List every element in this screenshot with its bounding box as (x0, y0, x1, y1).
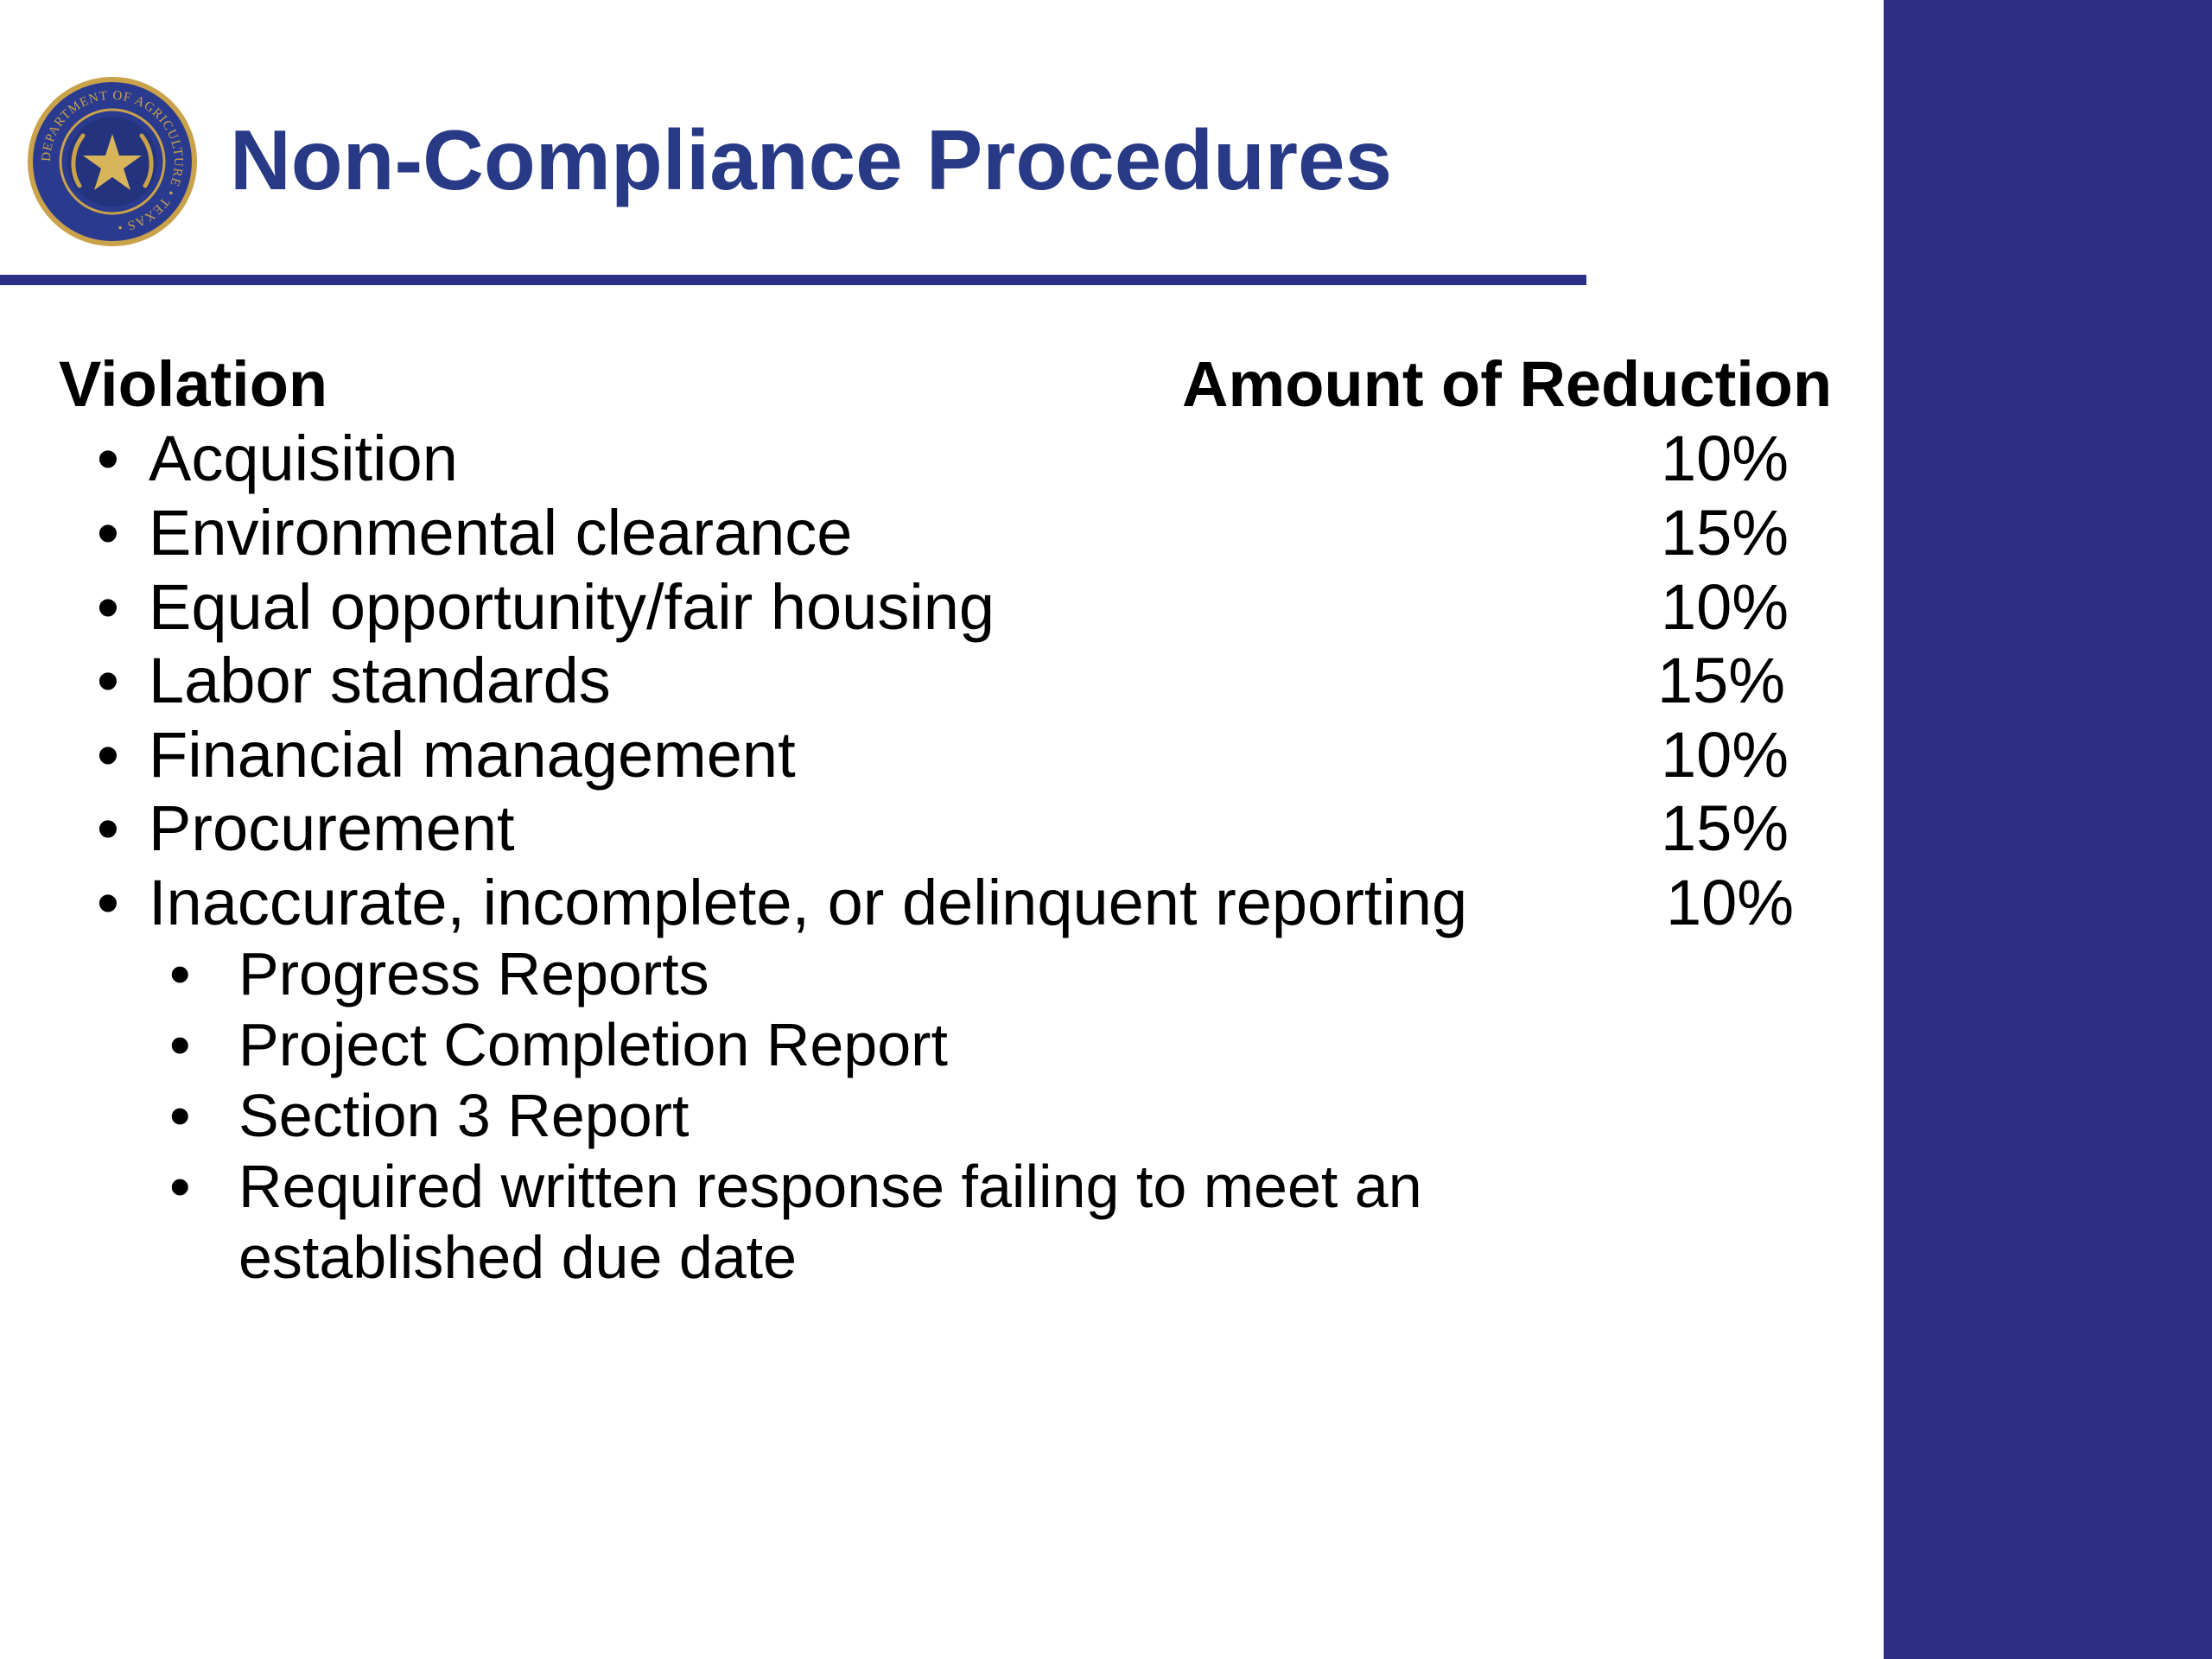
bullet-icon: • (97, 497, 119, 569)
reduction-value: 15% (1661, 792, 1789, 864)
title-divider (0, 275, 1586, 285)
bullet-icon: • (97, 867, 119, 938)
table-row: • Procurement 15% (0, 791, 1884, 866)
table-row: • Financial management 10% (0, 718, 1884, 792)
reduction-value: 10% (1661, 719, 1789, 791)
sub-item-label: Required written response failing to mee… (238, 1153, 1422, 1291)
violation-label: Equal opportunity/fair housing (149, 571, 995, 643)
reduction-value: 10% (1661, 571, 1789, 643)
bullet-icon: • (97, 792, 119, 864)
texas-agriculture-seal-icon: DEPARTMENT OF AGRICULTURE • TEXAS • (28, 77, 197, 246)
violation-label: Environmental clearance (149, 497, 853, 569)
side-accent-bar (1884, 0, 2212, 1659)
violation-label: Procurement (149, 792, 515, 864)
table-row: • Equal opportunity/fair housing 10% (0, 570, 1884, 645)
bullet-icon: • (97, 571, 119, 643)
violation-label: Financial management (149, 719, 796, 791)
page-title: Non-Compliance Procedures (230, 112, 1393, 207)
violations-table: Violation Amount of Reduction • Acquisit… (0, 348, 1884, 1291)
bullet-icon: • (97, 645, 119, 716)
table-row: • Acquisition 10% (0, 422, 1884, 496)
violation-column-header: Violation (59, 348, 328, 420)
table-row: • Labor standards 15% (0, 644, 1884, 718)
table-row: • Inaccurate, incomplete, or delinquent … (0, 866, 1884, 940)
bullet-icon: • (97, 719, 119, 791)
bullet-icon: • (169, 1082, 191, 1149)
bullet-icon: • (169, 1011, 191, 1078)
violation-label: Inaccurate, incomplete, or delinquent re… (149, 867, 1468, 938)
sub-item-label: Section 3 Report (238, 1082, 690, 1149)
violation-label: Acquisition (149, 423, 458, 494)
bullet-icon: • (169, 940, 191, 1007)
amount-column-header: Amount of Reduction (1182, 348, 1833, 420)
table-row: • Environmental clearance 15% (0, 496, 1884, 570)
violation-label: Labor standards (149, 645, 611, 716)
reduction-value: 10% (1666, 867, 1795, 938)
bullet-icon: • (97, 423, 119, 494)
reduction-value: 15% (1661, 497, 1789, 569)
sub-item-label: Project Completion Report (238, 1011, 948, 1078)
reduction-value: 10% (1661, 423, 1789, 494)
bullet-icon: • (169, 1153, 191, 1220)
sub-item-label: Progress Reports (238, 940, 709, 1007)
reduction-value: 15% (1657, 645, 1786, 716)
